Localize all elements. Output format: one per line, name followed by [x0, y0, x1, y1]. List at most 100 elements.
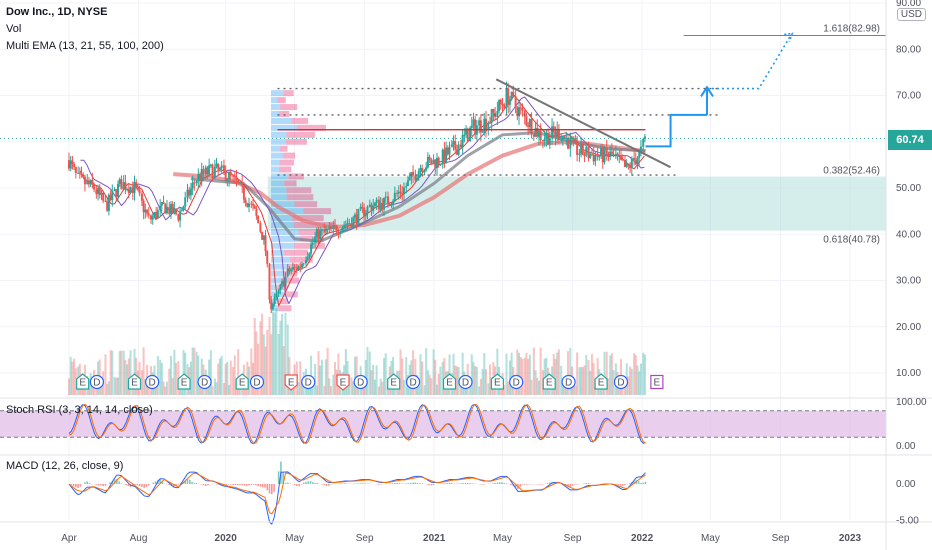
candle-body	[405, 185, 408, 188]
candle-body	[554, 132, 557, 137]
candle-body	[293, 267, 296, 269]
earnings-badge	[284, 374, 298, 391]
candle-body	[565, 137, 568, 139]
macd-histogram-bar	[113, 479, 116, 484]
volume-bar	[270, 334, 273, 395]
macd-histogram-bar	[494, 482, 496, 484]
macd-histogram-bar	[302, 482, 305, 484]
dividend-badge	[89, 374, 105, 390]
volume-bar	[310, 355, 313, 395]
candle-body	[484, 118, 487, 130]
candle-body	[122, 182, 125, 190]
volume-bar	[324, 359, 327, 395]
volume-bar	[113, 377, 116, 395]
candle-body	[619, 155, 622, 160]
volume-profile-buy	[271, 284, 279, 291]
volume-profile-sell	[298, 228, 329, 235]
macd-histogram-bar	[79, 484, 82, 487]
candle-body	[77, 172, 80, 174]
candle-body	[217, 163, 220, 170]
candle-body	[556, 128, 559, 137]
volume-bar	[160, 362, 163, 395]
candle-body	[116, 184, 119, 197]
volume-bar	[220, 355, 223, 395]
volume-bar	[399, 349, 402, 395]
candle-body	[543, 138, 546, 142]
macd-line	[68, 471, 646, 525]
volume-bar	[191, 347, 194, 395]
volume-bar	[412, 350, 415, 395]
candle-body	[525, 116, 528, 126]
candle-body	[401, 193, 404, 195]
macd-histogram-bar	[252, 484, 255, 485]
volume-bar	[193, 347, 196, 395]
candle-body	[355, 214, 358, 224]
volume-bar	[452, 353, 455, 395]
dividend-badge-label: D	[617, 378, 624, 389]
symbol-legend[interactable]: Dow Inc., 1D, NYSE	[6, 6, 108, 18]
candle-body	[250, 203, 253, 205]
candle-body	[498, 99, 501, 111]
macd-histogram-bar	[95, 484, 98, 485]
macd-signal-line	[68, 472, 646, 515]
drawings: 1.618(82.98) 0.382(52.46) 0.618(40.78)	[0, 23, 886, 246]
candle-body	[251, 203, 254, 206]
volume-profile-sell	[280, 277, 300, 284]
volume-profile-buy	[271, 215, 293, 222]
candle-body	[548, 137, 551, 145]
volume-bar	[465, 385, 468, 395]
candle-body	[86, 180, 89, 185]
candle-body	[600, 147, 603, 156]
candle-body	[195, 180, 198, 184]
volume-profile-buy	[271, 305, 279, 312]
volume-bar	[189, 361, 192, 395]
candle-body	[204, 167, 207, 175]
dividend-badge	[561, 374, 576, 390]
macd-histogram-bar	[286, 482, 289, 484]
candle-body	[528, 119, 531, 127]
grid	[0, 0, 886, 520]
candle-body	[211, 164, 214, 178]
stoch-rsi-label[interactable]: Stoch RSI (3, 3, 14, 14, close)	[6, 404, 153, 416]
candle-body	[138, 189, 141, 194]
candle-body	[129, 186, 132, 193]
candle-body	[126, 189, 129, 191]
macd-label[interactable]: MACD (12, 26, close, 9)	[6, 460, 124, 472]
volume-legend[interactable]: Vol	[6, 23, 22, 35]
ema-legend[interactable]: Multi EMA (13, 21, 55, 100, 200)	[6, 40, 164, 52]
macd-histogram-bar	[364, 483, 367, 484]
candle-body	[332, 225, 335, 229]
macd-histogram-bar	[587, 483, 590, 484]
volume-bar	[326, 347, 329, 395]
candle-body	[439, 164, 442, 166]
macd-histogram-bar	[548, 482, 551, 484]
volume-bar	[634, 355, 637, 395]
macd-histogram-bar	[409, 482, 412, 484]
candle-body	[452, 141, 455, 145]
candle-body	[594, 155, 597, 162]
volume-bar	[271, 311, 274, 395]
volume-bar	[387, 386, 390, 395]
candle-body	[434, 159, 437, 169]
volume-profile-sell	[278, 284, 288, 291]
candle-body	[508, 99, 511, 105]
macd-histogram-bar	[526, 484, 528, 485]
volume-bar	[461, 352, 464, 395]
candle-body	[514, 96, 517, 107]
currency-badge[interactable]: USD	[896, 8, 926, 21]
candle-body	[612, 153, 615, 155]
volume-bar	[503, 385, 506, 395]
earnings-badge-label: E	[79, 378, 86, 389]
candle-body	[346, 223, 349, 225]
macd-histogram-bar	[143, 484, 145, 488]
volume-profile-buy	[271, 131, 287, 138]
candle-body	[450, 144, 453, 148]
price-axis-tick: 80.00	[896, 44, 921, 55]
candle-body	[483, 118, 486, 132]
macd-histogram-bar	[159, 479, 161, 484]
candle-body	[290, 269, 293, 272]
volume-bar	[286, 324, 289, 395]
volume-bar	[180, 386, 183, 395]
candle-body	[328, 226, 331, 230]
volume-bar	[168, 368, 171, 395]
